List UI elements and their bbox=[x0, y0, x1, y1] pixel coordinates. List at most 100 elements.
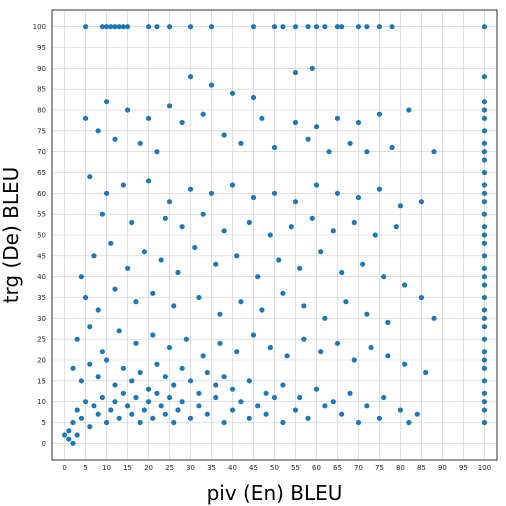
data-point bbox=[481, 169, 488, 176]
x-tick-label: 20 bbox=[144, 464, 153, 472]
data-point bbox=[229, 407, 236, 413]
data-point bbox=[99, 394, 105, 401]
data-point bbox=[200, 353, 206, 359]
y-tick-label: 70 bbox=[37, 148, 46, 156]
data-point bbox=[166, 199, 173, 205]
data-point bbox=[204, 411, 210, 417]
data-point bbox=[481, 240, 488, 246]
data-point bbox=[481, 407, 488, 413]
y-tick-label: 20 bbox=[37, 357, 46, 365]
data-point bbox=[284, 353, 290, 359]
data-point bbox=[347, 140, 353, 146]
data-point bbox=[313, 124, 320, 130]
data-point bbox=[196, 390, 202, 396]
data-point bbox=[250, 94, 257, 101]
data-point bbox=[481, 149, 488, 155]
data-point bbox=[179, 224, 185, 230]
data-point bbox=[326, 149, 332, 155]
data-point bbox=[82, 294, 89, 301]
data-point bbox=[154, 149, 160, 155]
data-point bbox=[120, 390, 126, 396]
data-point bbox=[112, 382, 118, 388]
data-point bbox=[112, 136, 118, 142]
data-point bbox=[381, 274, 387, 280]
data-point bbox=[280, 290, 286, 296]
y-tick-label: 40 bbox=[37, 273, 46, 281]
data-point bbox=[183, 336, 189, 342]
data-point bbox=[150, 415, 156, 421]
data-point bbox=[481, 349, 488, 355]
x-tick-label: 35 bbox=[207, 464, 216, 472]
y-tick-label: 10 bbox=[37, 398, 46, 406]
data-point bbox=[108, 240, 114, 246]
data-point bbox=[61, 432, 68, 438]
data-point bbox=[175, 269, 181, 276]
data-point bbox=[280, 419, 286, 426]
data-point bbox=[74, 432, 80, 438]
plot-frame bbox=[51, 9, 498, 461]
data-point bbox=[74, 336, 80, 342]
data-point bbox=[145, 386, 152, 392]
data-point bbox=[276, 257, 282, 263]
x-tick-label: 30 bbox=[186, 464, 195, 472]
data-point bbox=[91, 253, 97, 259]
data-point bbox=[267, 232, 273, 238]
data-point bbox=[116, 24, 122, 30]
data-point bbox=[70, 419, 76, 426]
data-point bbox=[376, 111, 383, 117]
data-point bbox=[82, 399, 89, 405]
data-point bbox=[351, 357, 357, 363]
data-point bbox=[187, 24, 194, 30]
data-point bbox=[66, 428, 72, 434]
data-point bbox=[82, 115, 89, 121]
data-point bbox=[204, 369, 210, 376]
data-point bbox=[481, 336, 488, 342]
data-point bbox=[179, 365, 185, 371]
data-point bbox=[292, 69, 299, 76]
data-point bbox=[246, 415, 252, 421]
data-point bbox=[393, 224, 399, 230]
data-point bbox=[481, 274, 488, 280]
data-point bbox=[423, 369, 429, 376]
data-point bbox=[120, 182, 126, 188]
data-point bbox=[103, 419, 110, 426]
data-point bbox=[166, 344, 173, 351]
data-point bbox=[108, 407, 114, 413]
data-point bbox=[481, 24, 488, 30]
data-point bbox=[200, 111, 206, 117]
data-point bbox=[208, 190, 215, 196]
data-point bbox=[221, 132, 227, 138]
data-point bbox=[481, 140, 488, 146]
data-point bbox=[187, 186, 194, 192]
data-point bbox=[292, 407, 299, 413]
data-point bbox=[87, 324, 93, 330]
data-point bbox=[162, 215, 168, 221]
data-point bbox=[217, 311, 223, 317]
data-point bbox=[259, 115, 265, 121]
y-axis-label: trg (De) BLEU bbox=[0, 167, 23, 304]
data-point bbox=[318, 349, 324, 355]
y-tick-label: 90 bbox=[37, 65, 46, 73]
y-tick-label: 80 bbox=[37, 107, 46, 115]
x-tick-label: 90 bbox=[438, 464, 447, 472]
data-point bbox=[70, 365, 76, 371]
data-point bbox=[179, 399, 185, 405]
data-point bbox=[112, 24, 118, 30]
data-point bbox=[292, 119, 299, 126]
data-point bbox=[481, 157, 488, 163]
data-point bbox=[334, 115, 341, 121]
data-point bbox=[481, 390, 488, 396]
data-point bbox=[221, 228, 227, 234]
data-point bbox=[208, 24, 215, 30]
data-point bbox=[166, 24, 173, 30]
data-point bbox=[305, 136, 311, 142]
data-point bbox=[481, 128, 488, 134]
y-tick-label: 50 bbox=[37, 232, 46, 240]
data-point bbox=[250, 24, 257, 30]
data-point bbox=[360, 261, 366, 267]
x-tick-label: 55 bbox=[291, 464, 300, 472]
data-point bbox=[481, 115, 488, 121]
data-point bbox=[141, 407, 147, 413]
y-tick-label: 95 bbox=[37, 44, 46, 52]
data-point bbox=[271, 394, 278, 401]
